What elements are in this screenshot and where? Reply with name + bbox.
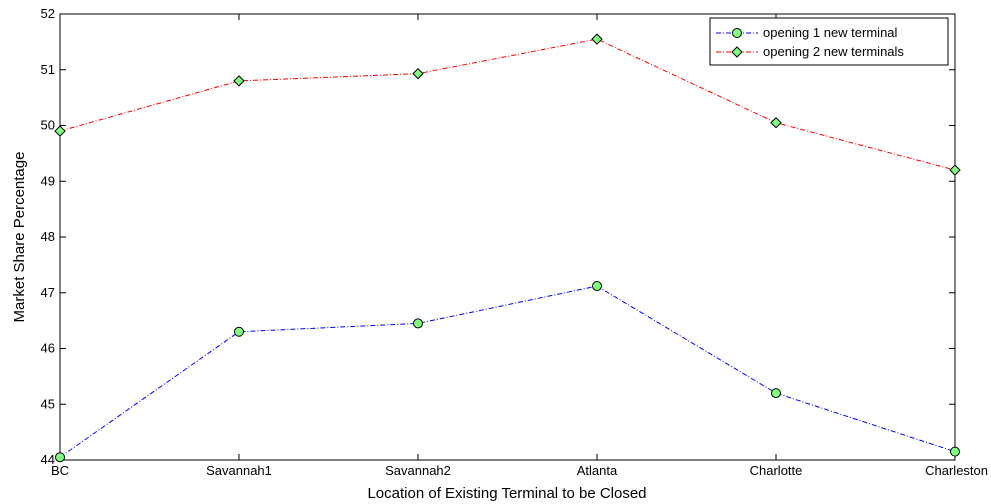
y-tick-label: 50	[41, 118, 55, 133]
data-point	[592, 281, 602, 292]
series-line	[59, 285, 956, 458]
legend: opening 1 new terminal opening 2 new term…	[709, 17, 949, 66]
y-tick-labels: 44 45 46 47 48 49 50 51 52	[41, 6, 55, 467]
data-point	[55, 452, 65, 463]
y-tick-label: 49	[41, 173, 55, 188]
y-tick-label: 45	[41, 396, 55, 411]
legend-label: opening 1 new terminal	[763, 25, 898, 40]
series-1	[55, 281, 960, 463]
x-tick-label: BC	[51, 463, 69, 478]
y-axis-label: Market Share Percentage	[11, 152, 28, 323]
y-tick-label: 48	[41, 229, 55, 244]
x-tick-label: Atlanta	[577, 463, 618, 478]
legend-marker	[732, 28, 742, 38]
data-point	[234, 326, 244, 337]
series-line	[59, 38, 956, 171]
y-tick-label: 52	[41, 6, 55, 21]
data-point	[771, 388, 781, 399]
x-tick-label: Savannah1	[206, 463, 272, 478]
data-point	[413, 318, 423, 329]
data-point	[412, 67, 424, 80]
data-point	[54, 125, 66, 137]
x-tick-label: Charlotte	[750, 463, 803, 478]
data-point	[949, 164, 961, 176]
legend-entry: opening 1 new terminal	[716, 25, 898, 40]
series-layer	[54, 33, 961, 463]
y-tick-label: 46	[41, 341, 55, 356]
x-tick-labels: BC Savannah1 Savannah2 Atlanta Charlotte Char…	[51, 463, 988, 478]
y-tick-label: 51	[41, 62, 55, 77]
data-point	[591, 33, 603, 45]
x-tick-label: Savannah2	[385, 463, 451, 478]
legend-marker	[731, 46, 743, 58]
data-point	[950, 446, 960, 457]
legend-label: opening 2 new terminals	[763, 44, 904, 59]
series-2	[54, 33, 961, 176]
data-point	[233, 75, 245, 87]
legend-box	[709, 17, 949, 66]
legend-entry: opening 2 new terminals	[716, 44, 904, 59]
x-axis-label: Location of Existing Terminal to be Clos…	[367, 485, 646, 502]
x-tick-label: Charleston	[925, 463, 988, 478]
plot-area	[59, 13, 956, 461]
y-tick-label: 47	[41, 285, 55, 300]
y-tick-label: 44	[41, 452, 55, 467]
data-point	[770, 117, 782, 129]
